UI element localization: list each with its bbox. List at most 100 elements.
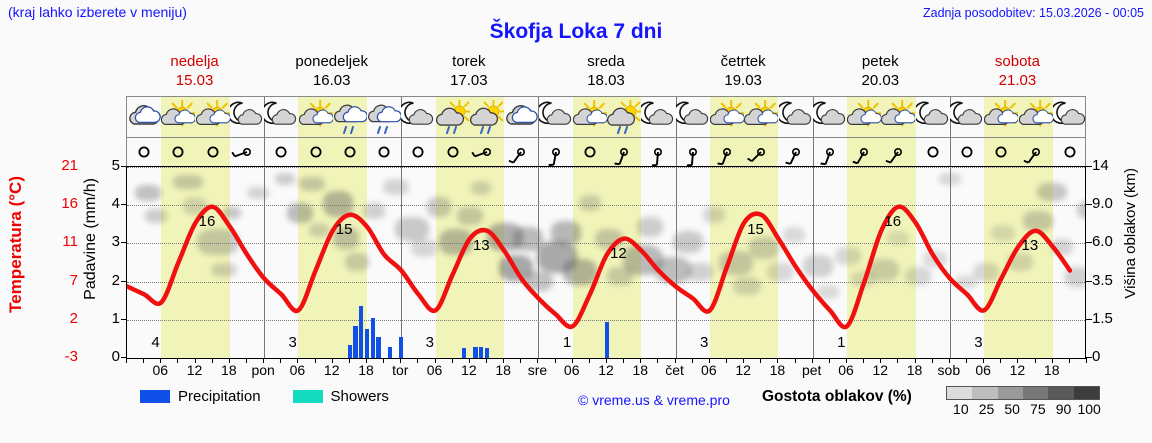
weather-icon-moon-cloud xyxy=(401,99,435,137)
x-axis-tick-label: 06 xyxy=(563,362,580,378)
x-axis-tick-label: 18 xyxy=(1043,362,1060,378)
day-date: 18.03 xyxy=(587,72,625,89)
x-axis-tick-mark xyxy=(1068,358,1070,363)
day-header-2: ponedeljek 16.03 xyxy=(263,52,400,90)
day-name: nedelja xyxy=(170,53,219,70)
x-axis-tick-label: 18 xyxy=(221,362,237,378)
gridline-horizontal xyxy=(127,243,1085,245)
cloud-density-tick-label: 90 xyxy=(1055,401,1072,417)
x-axis-tick-mark xyxy=(828,358,830,363)
x-axis-tick-mark xyxy=(417,358,419,363)
day-separator xyxy=(675,138,677,166)
weather-icon-moon-cloud xyxy=(538,99,572,137)
precipitation-tick-label: 2 xyxy=(111,271,120,289)
wind-barb xyxy=(848,138,880,166)
precipitation-bar xyxy=(370,317,375,358)
precipitation-bar xyxy=(604,321,610,358)
cloud-density-blob xyxy=(211,263,237,277)
day-separator xyxy=(949,167,951,358)
x-axis-tick-mark xyxy=(743,358,745,363)
cloud-density-swatch xyxy=(972,387,998,399)
x-axis-tick-mark xyxy=(554,358,556,363)
wind-barb xyxy=(677,138,709,166)
x-axis-day-label: pet xyxy=(801,362,822,378)
copyright-link[interactable]: © vreme.us & vreme.pro xyxy=(578,392,730,408)
day-separator xyxy=(538,138,540,166)
cloud-density-scale xyxy=(946,386,1100,400)
cloud-density-blob xyxy=(637,217,663,237)
legend: Precipitation Showers xyxy=(140,388,411,405)
cloud-density-tick-label: 50 xyxy=(1004,401,1020,417)
x-axis-tick-label: 12 xyxy=(735,362,751,378)
precipitation-bar xyxy=(484,348,490,358)
day-date: 21.03 xyxy=(998,72,1037,89)
cloud-density-blob xyxy=(1037,183,1067,201)
x-axis-tick-label: 06 xyxy=(701,362,717,378)
day-header-7: sobota 21.03 xyxy=(949,52,1086,90)
location-menu-note: (kraj lahko izberete v meniju) xyxy=(8,4,187,20)
gridline-horizontal xyxy=(127,319,1085,321)
x-axis-tick-mark xyxy=(246,358,247,363)
x-axis-day-label: sob xyxy=(937,362,961,378)
x-axis-tick-label: 06 xyxy=(975,362,991,378)
day-header-row: nedelja 15.03 ponedeljek 16.03 torek 17.03 sre… xyxy=(126,52,1086,96)
axis-tick-mark xyxy=(121,357,127,358)
x-axis-tick-mark xyxy=(726,358,727,363)
daylight-band xyxy=(298,138,367,166)
cloudheight-tick-label: 1.5 xyxy=(1092,309,1113,327)
x-axis-tick-mark xyxy=(194,358,196,363)
weather-icon-sun-cloud xyxy=(1018,99,1053,137)
day-header-5: četrtek 19.03 xyxy=(675,52,812,90)
showers-swatch xyxy=(292,390,323,403)
cloud-density-tick-label: 75 xyxy=(1030,401,1046,417)
gridline-horizontal xyxy=(127,205,1085,207)
temperature-tick-label: 2 xyxy=(69,309,78,327)
day-name: ponedeljek xyxy=(295,53,368,70)
gridline-horizontal xyxy=(127,281,1085,283)
precipitation-axis-title: Padavine (mm/h) xyxy=(82,178,99,300)
precipitation-tick-label: 3 xyxy=(111,233,120,251)
cloud-density-swatch xyxy=(1022,387,1049,399)
weather-icon-moon-cloud xyxy=(641,99,675,137)
cloud-density-blob xyxy=(973,263,999,281)
x-axis-tick-mark xyxy=(1000,358,1002,363)
x-axis-tick-label: 12 xyxy=(186,362,203,378)
x-axis-tick-mark xyxy=(1017,358,1019,363)
x-axis-tick-mark xyxy=(691,358,693,363)
cloud-density-blob xyxy=(363,203,385,219)
temperature-curve xyxy=(127,204,1073,330)
day-separator xyxy=(401,138,403,166)
cloud-density-blob xyxy=(323,191,353,217)
cloud-density-blob xyxy=(457,207,483,225)
weather-icon-sun-cloud xyxy=(161,99,196,137)
wind-barb xyxy=(540,138,572,166)
day-name: četrtek xyxy=(720,53,766,70)
x-axis-tick-mark xyxy=(126,358,127,363)
x-axis-day-label: pon xyxy=(251,362,275,378)
cloud-density-blob xyxy=(607,267,633,285)
wind-barb xyxy=(814,138,846,166)
legend-item-showers: Showers xyxy=(292,388,389,405)
x-axis-day-label: sre xyxy=(527,362,548,378)
temperature-max-label: 12 xyxy=(610,244,627,262)
day-separator xyxy=(812,167,814,358)
daylight-band xyxy=(847,167,916,358)
x-axis-tick-mark xyxy=(280,358,282,363)
temperature-axis-title: Temperatura (°C) xyxy=(6,176,25,313)
day-separator xyxy=(264,167,266,358)
precipitation-tick-label: 1 xyxy=(111,309,120,327)
cloud-density-blob xyxy=(173,175,203,189)
legend-label-showers: Showers xyxy=(330,388,389,405)
cloud-density-blob xyxy=(1077,201,1085,219)
weather-icon-moon-cloud xyxy=(675,99,710,137)
x-axis-tick-mark xyxy=(708,358,710,363)
temperature-tick-label: 7 xyxy=(69,271,78,289)
cloud-density-blob xyxy=(223,207,241,219)
daylight-band xyxy=(709,138,779,166)
cloud-density-blob xyxy=(905,267,931,285)
cloud-density-swatch xyxy=(1073,387,1099,399)
weather-icon-sun-cloud-rain xyxy=(470,99,504,137)
daylight-band xyxy=(709,167,779,358)
temperature-max-label: 15 xyxy=(747,220,764,238)
x-axis-tick-mark xyxy=(434,358,436,363)
